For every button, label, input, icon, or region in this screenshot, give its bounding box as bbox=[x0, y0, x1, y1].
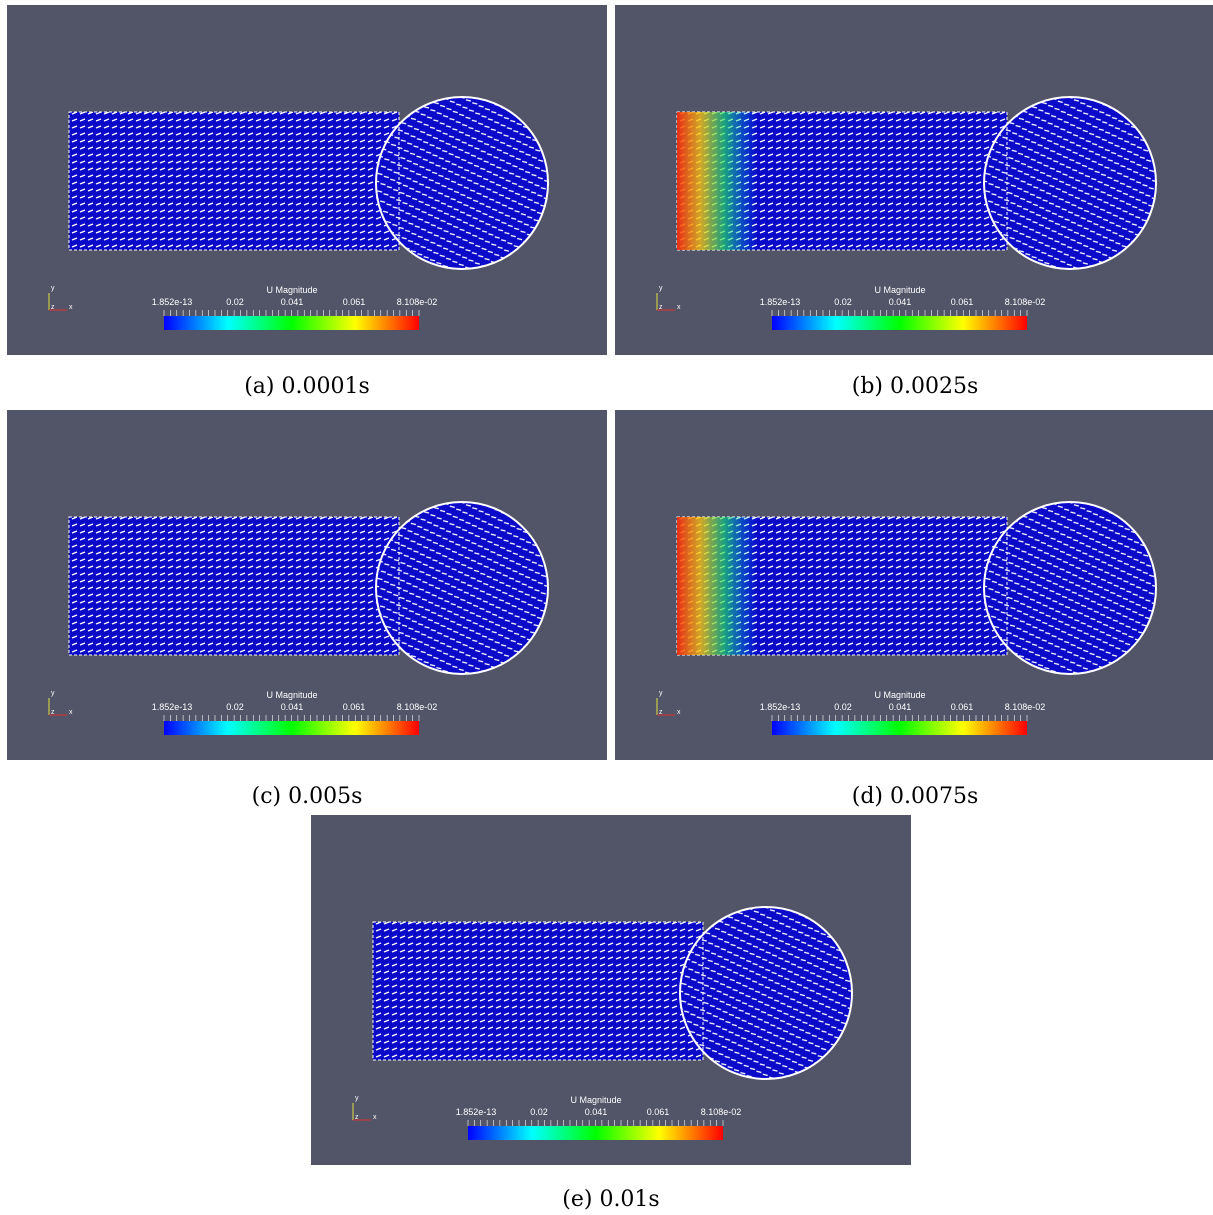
axis-label: y bbox=[51, 690, 55, 697]
caption: (e) 0.01s bbox=[562, 1187, 659, 1212]
axis-label: z bbox=[51, 709, 55, 716]
axis-label: x bbox=[677, 709, 681, 716]
axis-label: y bbox=[659, 690, 663, 697]
legend-tick-label: 0.041 bbox=[889, 297, 912, 307]
colorbar bbox=[468, 1126, 723, 1140]
legend-tick-label: 0.041 bbox=[281, 702, 304, 712]
panel: U Magnitude 1.852e-13 0.02 0.041 0.061 8.108e… bbox=[615, 5, 1213, 355]
chamber bbox=[680, 907, 852, 1079]
caption: (b) 0.0025s bbox=[852, 374, 979, 399]
legend-title: U Magnitude bbox=[874, 285, 925, 295]
legend-title: U Magnitude bbox=[570, 1095, 621, 1105]
legend-tick-label: 8.108e-02 bbox=[701, 1107, 742, 1117]
legend-tick-label: 0.061 bbox=[951, 297, 974, 307]
legend-tick-label: 0.061 bbox=[951, 702, 974, 712]
chamber bbox=[984, 97, 1156, 269]
axis-label: y bbox=[355, 1095, 359, 1102]
legend-tick-label: 0.02 bbox=[226, 702, 244, 712]
legend-tick-label: 0.041 bbox=[281, 297, 304, 307]
chamber bbox=[376, 502, 548, 674]
legend-title: U Magnitude bbox=[266, 690, 317, 700]
legend-tick-label: 0.061 bbox=[343, 702, 366, 712]
legend-tick-label: 0.041 bbox=[889, 702, 912, 712]
legend-tick-label: 8.108e-02 bbox=[397, 702, 438, 712]
inlet-flow bbox=[677, 517, 757, 655]
legend-tick-label: 1.852e-13 bbox=[152, 297, 193, 307]
caption: (a) 0.0001s bbox=[244, 374, 370, 399]
legend-tick-label: 0.041 bbox=[585, 1107, 608, 1117]
colorbar bbox=[164, 721, 419, 735]
channel bbox=[69, 112, 399, 250]
legend-tick-label: 0.061 bbox=[647, 1107, 670, 1117]
legend-tick-label: 1.852e-13 bbox=[760, 297, 801, 307]
colorbar bbox=[164, 316, 419, 330]
legend-tick-label: 1.852e-13 bbox=[456, 1107, 497, 1117]
chamber bbox=[984, 502, 1156, 674]
axis-label: y bbox=[659, 285, 663, 292]
axis-label: z bbox=[659, 304, 663, 311]
inlet-flow bbox=[677, 112, 757, 250]
legend-tick-label: 8.108e-02 bbox=[1005, 297, 1046, 307]
figure: U Magnitude 1.852e-13 0.02 0.041 0.061 8.108e… bbox=[0, 0, 1213, 1215]
legend-tick-label: 0.02 bbox=[834, 297, 852, 307]
legend-tick-label: 0.02 bbox=[530, 1107, 548, 1117]
axis-label: z bbox=[659, 709, 663, 716]
legend-tick-label: 0.02 bbox=[226, 297, 244, 307]
channel bbox=[69, 517, 399, 655]
caption: (c) 0.005s bbox=[252, 784, 363, 809]
colorbar bbox=[772, 721, 1027, 735]
legend-tick-label: 1.852e-13 bbox=[152, 702, 193, 712]
legend-tick-label: 0.061 bbox=[343, 297, 366, 307]
panel: U Magnitude 1.852e-13 0.02 0.041 0.061 8.108e… bbox=[7, 5, 607, 355]
legend-title: U Magnitude bbox=[874, 690, 925, 700]
axis-label: x bbox=[373, 1114, 377, 1121]
legend-tick-label: 8.108e-02 bbox=[1005, 702, 1046, 712]
axis-label: x bbox=[677, 304, 681, 311]
chamber bbox=[376, 97, 548, 269]
legend-tick-label: 8.108e-02 bbox=[397, 297, 438, 307]
axis-label: x bbox=[69, 709, 73, 716]
axis-label: z bbox=[51, 304, 55, 311]
caption: (d) 0.0075s bbox=[852, 784, 979, 809]
axis-label: x bbox=[69, 304, 73, 311]
colorbar bbox=[772, 316, 1027, 330]
panel: U Magnitude 1.852e-13 0.02 0.041 0.061 8.108e… bbox=[311, 815, 911, 1165]
axis-label: y bbox=[51, 285, 55, 292]
legend-tick-label: 0.02 bbox=[834, 702, 852, 712]
page: U Magnitude 1.852e-13 0.02 0.041 0.061 8.108e… bbox=[0, 0, 1213, 1215]
legend-tick-label: 1.852e-13 bbox=[760, 702, 801, 712]
axis-label: z bbox=[355, 1114, 359, 1121]
panel: U Magnitude 1.852e-13 0.02 0.041 0.061 8.108e… bbox=[615, 410, 1213, 760]
channel bbox=[373, 922, 703, 1060]
panel: U Magnitude 1.852e-13 0.02 0.041 0.061 8.108e… bbox=[7, 410, 607, 760]
legend-title: U Magnitude bbox=[266, 285, 317, 295]
